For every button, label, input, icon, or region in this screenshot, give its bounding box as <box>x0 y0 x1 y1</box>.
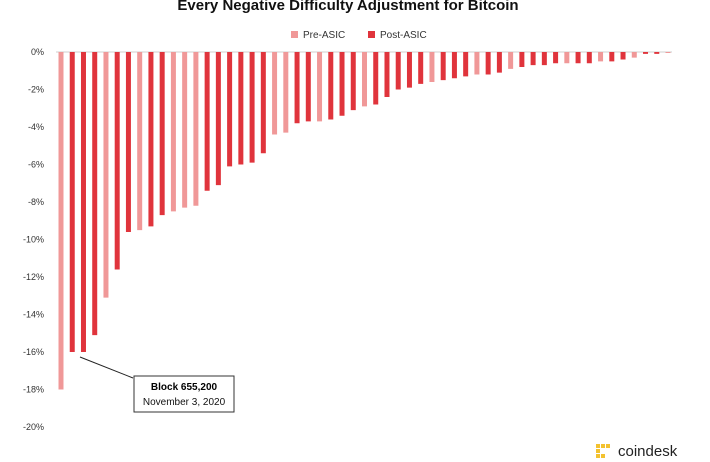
y-tick-label: -8% <box>28 197 44 207</box>
bar <box>665 52 671 53</box>
bar <box>530 52 536 66</box>
bar <box>575 52 581 64</box>
bar <box>451 52 457 79</box>
bar <box>418 52 424 84</box>
callout-sublabel: November 3, 2020 <box>143 397 226 408</box>
bar <box>103 52 109 298</box>
y-tick-label: -10% <box>23 235 44 245</box>
bar <box>553 52 559 64</box>
bar <box>137 52 143 231</box>
bar <box>463 52 469 77</box>
bar <box>58 52 64 390</box>
bar <box>362 52 367 107</box>
bar <box>395 52 401 90</box>
bar <box>204 52 210 191</box>
y-tick-label: -12% <box>23 272 44 282</box>
bar <box>598 52 604 62</box>
legend-label-post-asic: Post-ASIC <box>380 30 427 41</box>
bar <box>227 52 233 167</box>
bar <box>485 52 491 75</box>
legend-swatch-pre-asic <box>291 31 298 38</box>
bar <box>429 52 435 82</box>
bar <box>609 52 615 62</box>
bar <box>541 52 547 66</box>
bar <box>643 52 649 54</box>
callout: Block 655,200 November 3, 2020 <box>79 356 235 413</box>
y-tick-label: -2% <box>28 85 44 95</box>
y-axis: 0% -2% -4% -6% -8% -10% -12% -14% -16% -18% -20% <box>23 47 44 432</box>
bar <box>620 52 626 60</box>
bar <box>339 52 345 116</box>
legend-label-pre-asic: Pre-ASIC <box>303 30 345 41</box>
bar <box>92 52 98 336</box>
coindesk-logo-icon <box>596 444 610 458</box>
bar <box>114 52 120 270</box>
bar <box>317 52 323 122</box>
bar <box>440 52 446 81</box>
bar <box>272 52 278 135</box>
bars <box>58 52 671 390</box>
bar <box>80 52 86 352</box>
bar <box>586 52 592 64</box>
legend-swatch-post-asic <box>368 31 375 38</box>
bar <box>148 52 154 227</box>
y-tick-label: 0% <box>31 47 44 57</box>
y-tick-label: -20% <box>23 422 44 432</box>
callout-box <box>133 375 235 413</box>
bar <box>631 52 637 58</box>
bar <box>294 52 300 124</box>
bar <box>654 52 660 54</box>
coindesk-wordmark: coindesk <box>618 442 678 460</box>
chart-title: Every Negative Difficulty Adjustment for… <box>177 0 518 14</box>
bar <box>260 52 266 154</box>
callout-label: Block 655,200 <box>151 382 218 393</box>
y-tick-label: -6% <box>28 160 44 170</box>
bar <box>564 52 570 64</box>
bar <box>373 52 379 105</box>
bar <box>305 52 311 122</box>
bar <box>283 52 289 133</box>
bar <box>182 52 188 208</box>
bar <box>249 52 255 163</box>
bar <box>496 52 502 73</box>
bar <box>159 52 165 216</box>
coindesk-brand: coindesk <box>596 440 677 462</box>
bar <box>350 52 356 111</box>
bar <box>384 52 390 97</box>
bar <box>508 52 514 69</box>
bar <box>238 52 244 165</box>
y-tick-label: -16% <box>23 347 44 357</box>
bar <box>69 52 75 352</box>
bar <box>406 52 412 88</box>
y-tick-label: -18% <box>23 385 44 395</box>
y-tick-label: -14% <box>23 310 44 320</box>
bar <box>193 52 199 206</box>
bar <box>474 52 480 75</box>
bar <box>328 52 334 120</box>
bar <box>215 52 221 186</box>
bar <box>519 52 525 67</box>
bar <box>125 52 131 232</box>
y-tick-label: -4% <box>28 122 44 132</box>
legend: Pre-ASIC Post-ASIC <box>291 30 427 41</box>
callout-leader-line <box>79 356 134 379</box>
bar <box>170 52 176 212</box>
